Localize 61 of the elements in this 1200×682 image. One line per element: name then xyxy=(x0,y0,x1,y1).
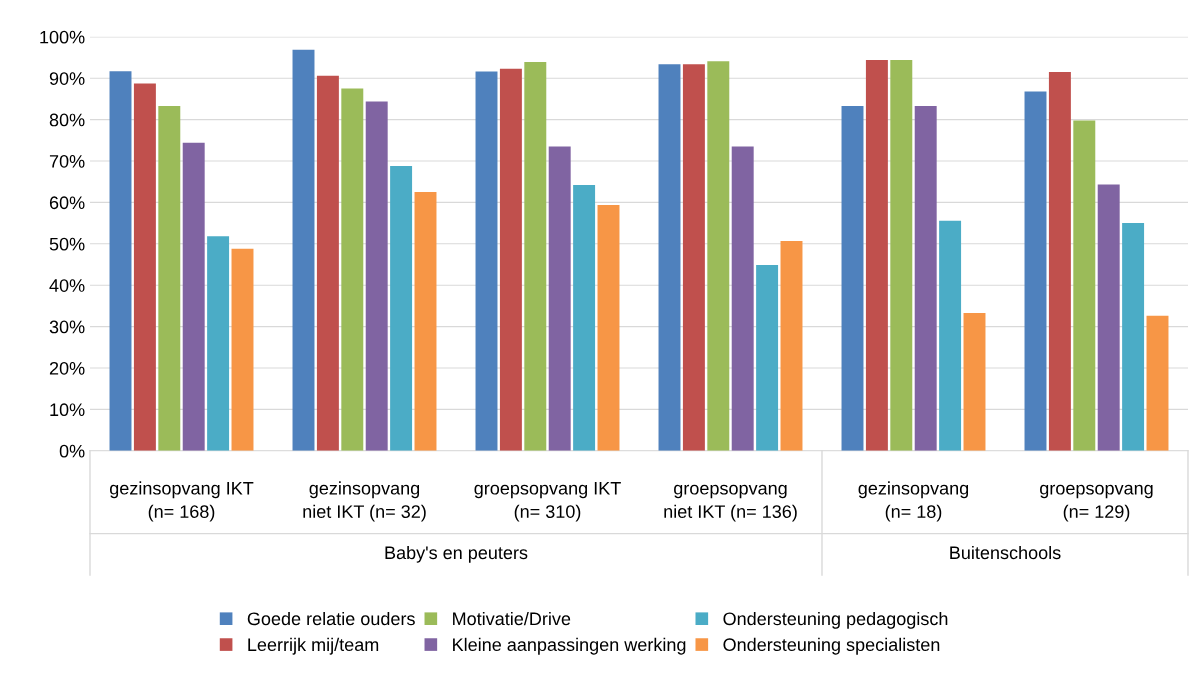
bar xyxy=(1048,72,1071,451)
y-tick-label: 100% xyxy=(40,30,85,44)
legend-label: Kleine aanpassingen werking xyxy=(453,637,686,655)
bar xyxy=(475,71,498,451)
legend-label: Leerrijk mij/team xyxy=(248,637,379,655)
bar xyxy=(316,75,339,451)
legend-label: Ondersteuning pedagogisch xyxy=(723,611,948,629)
x-tick-label: groepsopvang IKT (n= 310) xyxy=(474,482,621,522)
bar xyxy=(780,240,803,451)
bar xyxy=(573,185,596,451)
text: Buitenschools xyxy=(950,545,1061,560)
text: Baby's en peuters xyxy=(385,545,528,563)
bar xyxy=(341,88,364,451)
bar xyxy=(963,312,986,451)
bar xyxy=(365,101,388,451)
legend-label: Goede relatie ouders xyxy=(247,611,415,626)
y-tick-label: 60% xyxy=(49,196,85,210)
x-tick-label: gezinsopvang IKT (n= 168) xyxy=(110,481,254,522)
bar xyxy=(939,220,962,451)
y-tick-label: 40% xyxy=(49,279,85,292)
bar xyxy=(658,64,681,451)
bar xyxy=(1024,91,1047,451)
bar xyxy=(1122,223,1145,451)
bar xyxy=(231,248,254,451)
legend-label: Ondersteuning specialisten xyxy=(723,637,940,655)
bar xyxy=(414,192,437,451)
bar xyxy=(207,236,230,451)
x-tick-label: gezinsopvang niet IKT (n= 32) xyxy=(303,481,426,522)
bar xyxy=(890,60,913,451)
bar xyxy=(914,105,937,451)
bar xyxy=(1097,184,1120,451)
x-tick-label: gezinsopvang (n= 18) xyxy=(858,481,969,522)
legend-label: Motivatie/Drive xyxy=(453,611,571,626)
bar xyxy=(841,105,864,451)
bar xyxy=(707,61,730,451)
y-tick-label: 90% xyxy=(49,72,85,85)
bar xyxy=(390,165,413,451)
bar xyxy=(865,60,888,451)
bar xyxy=(524,62,547,451)
bar xyxy=(499,68,522,451)
y-tick-label: 30% xyxy=(49,320,85,334)
bar xyxy=(597,204,620,451)
bar xyxy=(1073,120,1096,451)
x-tick-label: groepsopvang niet IKT (n= 136) xyxy=(664,484,797,522)
bar xyxy=(182,142,205,451)
bar xyxy=(158,105,181,451)
y-tick-label: 0% xyxy=(59,444,85,458)
x-tick-label: groepsopvang (n= 129) xyxy=(1040,484,1153,522)
bar xyxy=(292,49,315,451)
bar xyxy=(682,64,705,451)
y-tick-label: 80% xyxy=(49,113,85,127)
y-tick-label: 50% xyxy=(49,237,85,251)
y-tick-label: 10% xyxy=(50,403,85,417)
bar xyxy=(133,83,156,451)
bar xyxy=(756,264,779,451)
y-tick-label: 20% xyxy=(49,361,85,375)
bar xyxy=(109,71,132,451)
y-tick-label: 70% xyxy=(49,154,85,168)
bar xyxy=(1146,315,1169,451)
bar xyxy=(548,146,571,451)
bar xyxy=(731,146,754,451)
